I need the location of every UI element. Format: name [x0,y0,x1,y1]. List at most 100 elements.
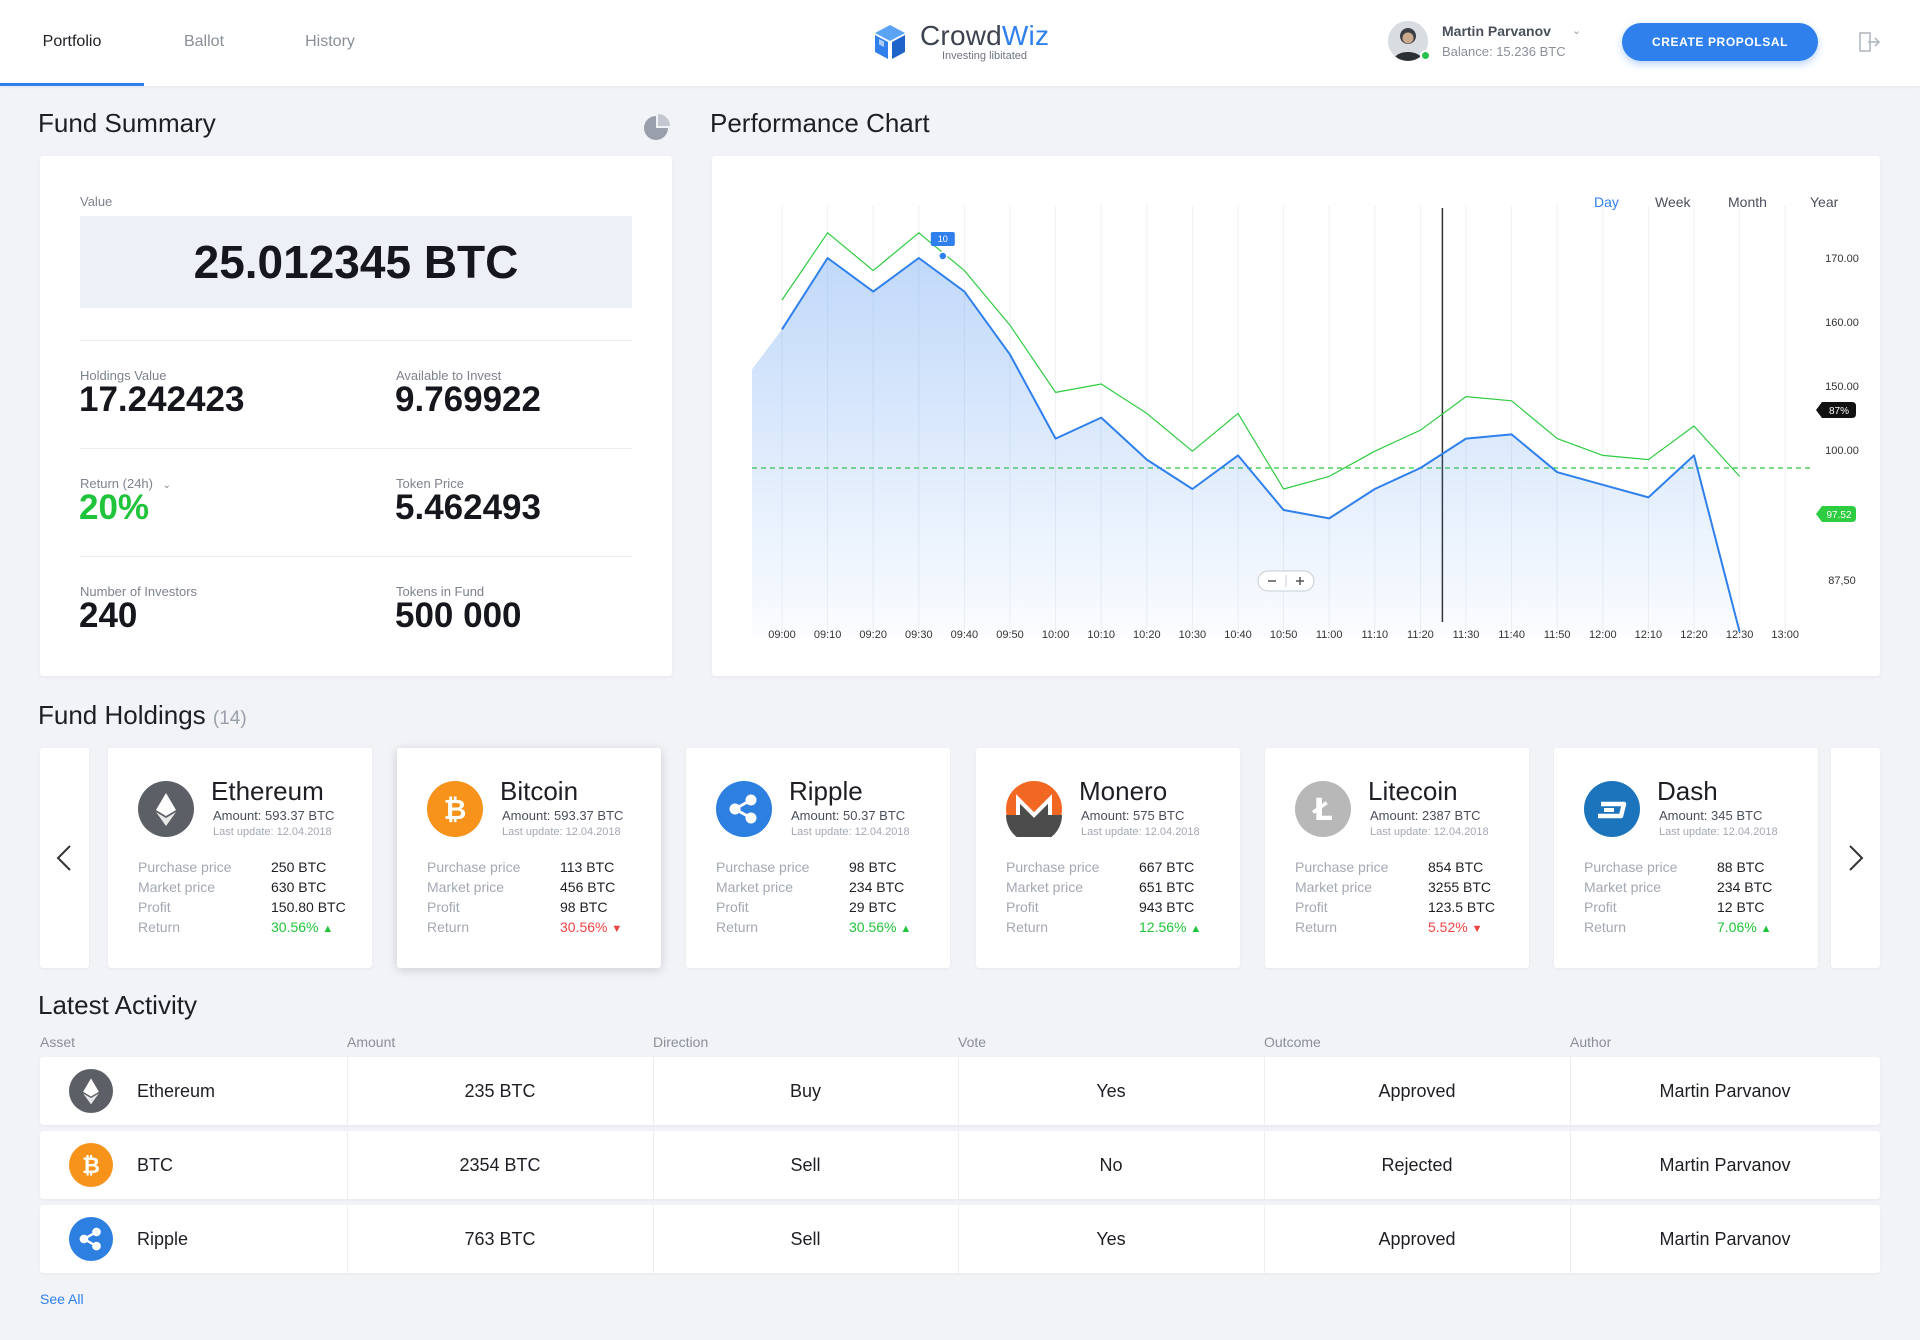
cell-divider [1264,1205,1265,1273]
activity-row[interactable]: Ethereum 235 BTC Buy Yes Approved Martin Parv… [40,1057,1880,1125]
x-tick-label: 11:50 [1544,629,1571,641]
market-price-label: Market price [427,879,505,895]
investors-value: 240 [79,596,138,635]
holding-card-dash[interactable]: Dash Amount: 345 BTC Last update: 12.04.… [1554,748,1818,968]
ethereum-icon [69,1069,113,1113]
latest-activity-title: Latest Activity [38,990,197,1020]
investors-label: Number of Investors [80,584,198,599]
performance-line-chart[interactable]: 10 09:00 09:10 09:20 09:30 09:40 09:50 10:00 10… [712,156,1880,676]
column-header-vote: Vote [958,1034,987,1050]
tab-history[interactable]: History [284,0,376,86]
profit-value: 150.80 BTC [271,899,346,915]
purchase-price-label: Purchase price [138,859,232,875]
performance-chart-title: Performance Chart [710,108,930,138]
activity-asset: Ripple [137,1229,189,1249]
ripple-icon [69,1217,113,1261]
activity-direction: Buy [789,1081,822,1101]
cell-divider [1570,1131,1571,1199]
pie-chart-icon[interactable] [640,112,672,144]
purchase-price-label: Purchase price [1006,859,1100,875]
profit-label: Profit [716,899,749,915]
user-name: Martin Parvanov [1442,23,1551,39]
holding-amount: Amount: 2387 BTC [1370,808,1481,823]
cell-divider [958,1057,959,1125]
logo-wordmark: CrowdWiz [920,20,1050,51]
series-line-primary [781,257,1741,633]
tab-portfolio[interactable]: Portfolio [0,0,144,86]
return-value: 30.56% ▲ [271,919,334,935]
token-price-label: Token Price [396,476,464,491]
token-price-value: 5.462493 [395,488,541,527]
activity-vote: Yes [1096,1229,1126,1249]
holding-card-ripple[interactable]: Ripple Amount: 50.37 BTC Last update: 12… [686,748,950,968]
return-value: 30.56% ▼ [560,919,623,935]
purchase-price-label: Purchase price [716,859,810,875]
active-tab-indicator [0,83,144,86]
holdings-next-button[interactable] [1831,748,1880,968]
bitcoin-icon: ₿ [427,781,483,837]
cell-divider [653,1057,654,1125]
cell-divider [347,1205,348,1273]
range-tab-year[interactable]: Year [1810,194,1839,210]
activity-row[interactable]: ₿ BTC 2354 BTC Sell No Rejected Martin Parvan… [40,1131,1880,1199]
holding-card-litecoin[interactable]: Ł Litecoin Amount: 2387 BTC Last update:… [1265,748,1529,968]
cell-divider [1264,1057,1265,1125]
create-proposal-button[interactable]: CREATE PROPOLSAL [1622,23,1818,61]
logout-icon[interactable] [1857,30,1881,54]
holding-card-monero[interactable]: Monero Amount: 575 BTC Last update: 12.0… [976,748,1240,968]
svg-text:₿: ₿ [444,793,467,826]
x-tick-label: 09:40 [951,629,979,641]
activity-row[interactable]: Ripple 763 BTC Sell Yes Approved Martin Parva… [40,1205,1880,1273]
activity-outcome: Approved [1378,1081,1456,1101]
purchase-price-value: 854 BTC [1428,859,1484,875]
litecoin-icon: Ł [1295,781,1351,837]
holding-name: Dash [1657,776,1718,806]
profit-value: 98 BTC [560,899,608,915]
holding-name: Litecoin [1368,776,1458,806]
x-tick-label: 11:40 [1498,629,1525,641]
tab-ballot[interactable]: Ballot [160,0,248,86]
available-to-invest-value: 9.769922 [395,380,541,419]
arrow-up-icon: ▲ [1760,923,1772,935]
market-price-label: Market price [1295,879,1373,895]
activity-vote: Yes [1096,1081,1126,1101]
holding-amount: Amount: 345 BTC [1659,808,1763,823]
point-tooltip [930,232,955,246]
holding-card-bitcoin[interactable]: ₿ Bitcoin Amount: 593.37 BTC Last update… [397,748,661,968]
holding-name: Monero [1079,776,1168,806]
holding-card-ethereum[interactable]: Ethereum Amount: 593.37 BTC Last update:… [108,748,372,968]
column-header-outcome: Outcome [1264,1034,1321,1050]
x-tick-label: 09:10 [814,629,842,641]
activity-author: Martin Parvanov [1659,1155,1791,1175]
ethereum-icon [138,781,194,837]
y-tick-label: 170.00 [1825,253,1859,265]
range-tab-month[interactable]: Month [1728,194,1767,210]
see-all-link[interactable]: See All [40,1291,84,1307]
return-24h-dropdown[interactable]: Return (24h) ⌄ [80,476,171,491]
holding-last-update: Last update: 12.04.2018 [1659,826,1778,838]
return-value: 5.52% ▼ [1428,919,1483,935]
purchase-price-label: Purchase price [1295,859,1389,875]
logo-tagline: Investing libitated [942,50,1027,62]
activity-direction: Sell [790,1155,821,1175]
logo-cube-icon [875,25,905,59]
cell-divider [653,1131,654,1199]
x-tick-label: 11:20 [1407,629,1434,641]
market-price-value: 651 BTC [1139,879,1195,895]
range-tab-week[interactable]: Week [1655,194,1691,210]
data-point-marker[interactable] [938,251,948,261]
return-label: Return [427,919,470,935]
tab-portfolio-label: Portfolio [42,33,102,50]
tab-history-label: History [305,33,355,50]
market-price-value: 234 BTC [849,879,905,895]
chevron-down-icon[interactable]: ⌄ [1572,25,1582,37]
axis-value-badge-label: 87% [1829,406,1849,417]
holding-name: Ripple [789,776,863,806]
top-bar: Portfolio Ballot History CrowdWiz Invest… [0,0,1920,86]
tokens-in-fund-label: Tokens in Fund [396,584,485,599]
y-tick-label: 87,50 [1828,575,1856,587]
holding-last-update: Last update: 12.04.2018 [213,826,332,838]
holdings-prev-button[interactable] [40,748,89,968]
arrow-up-icon: ▲ [900,923,912,935]
range-tab-day[interactable]: Day [1594,194,1619,210]
